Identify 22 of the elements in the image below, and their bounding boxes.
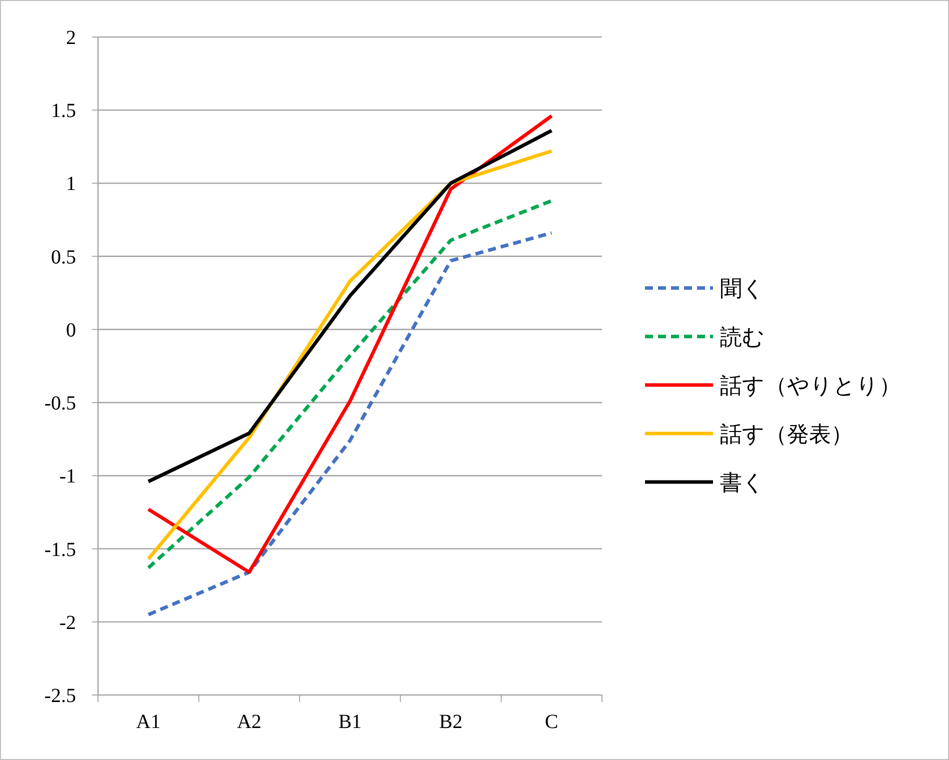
y-tick-label: -1 bbox=[59, 466, 76, 488]
x-tick-label: C bbox=[544, 711, 558, 733]
legend-label: 読む bbox=[720, 326, 765, 350]
legend-label: 話す（やりとり） bbox=[720, 374, 901, 399]
line-series bbox=[146, 231, 554, 616]
y-tick-label: 0 bbox=[66, 319, 76, 342]
x-tick-label: B1 bbox=[338, 711, 362, 733]
y-tick-label: 2 bbox=[66, 27, 76, 49]
legend-label: 話す（発表） bbox=[720, 422, 853, 448]
y-tick-label: 0.5 bbox=[51, 246, 76, 268]
legend-label: 書く bbox=[720, 471, 765, 496]
y-tick-label: -1.5 bbox=[44, 538, 76, 561]
x-tick-label: A2 bbox=[236, 711, 262, 733]
y-tick-label: -2.5 bbox=[44, 685, 76, 707]
y-tick-label: -2 bbox=[59, 612, 76, 634]
x-tick-label: A1 bbox=[136, 711, 161, 733]
x-tick-label: B2 bbox=[439, 711, 462, 733]
legend-label: 聞く bbox=[720, 277, 765, 302]
y-tick-label: -0.5 bbox=[44, 392, 76, 415]
y-tick-label: 1.5 bbox=[51, 100, 76, 122]
line-series bbox=[146, 128, 554, 484]
y-tick-label: 1 bbox=[66, 173, 76, 196]
